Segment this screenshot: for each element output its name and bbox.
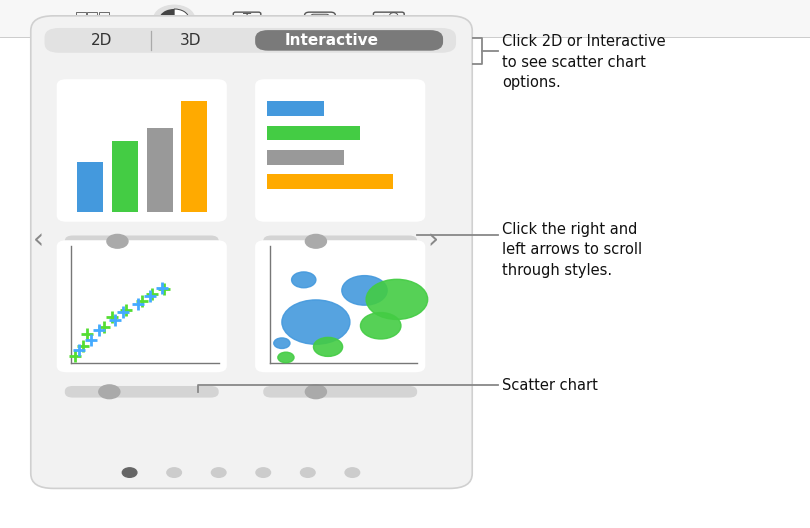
Circle shape: [301, 468, 315, 477]
Circle shape: [274, 338, 290, 348]
Bar: [99, 22, 109, 25]
Text: ›: ›: [428, 226, 439, 254]
Circle shape: [278, 352, 294, 363]
Bar: [0, 0, 810, 37]
Text: Scatter chart: Scatter chart: [502, 378, 598, 392]
Circle shape: [154, 5, 194, 32]
Circle shape: [342, 276, 387, 305]
Bar: [76, 22, 86, 25]
Wedge shape: [160, 9, 189, 28]
Text: Media: Media: [371, 26, 407, 39]
Bar: [181, 101, 207, 212]
FancyBboxPatch shape: [45, 28, 456, 53]
Text: Shape: Shape: [301, 26, 339, 39]
Circle shape: [313, 337, 343, 356]
FancyBboxPatch shape: [31, 16, 472, 488]
Bar: [267, 101, 324, 116]
Text: Text: Text: [235, 26, 259, 39]
Bar: [77, 162, 103, 212]
Bar: [267, 174, 393, 189]
Circle shape: [167, 468, 181, 477]
FancyBboxPatch shape: [57, 240, 227, 372]
Text: Interactive: Interactive: [285, 33, 379, 48]
FancyBboxPatch shape: [255, 79, 425, 222]
Circle shape: [107, 234, 128, 248]
Text: 3D: 3D: [180, 33, 201, 48]
Circle shape: [99, 385, 120, 399]
Circle shape: [122, 468, 137, 477]
Circle shape: [211, 468, 226, 477]
Text: Chart: Chart: [158, 26, 190, 39]
Bar: [112, 141, 138, 212]
Bar: [87, 22, 97, 25]
Bar: [76, 17, 86, 21]
Circle shape: [366, 279, 428, 319]
FancyBboxPatch shape: [255, 240, 425, 372]
Circle shape: [305, 234, 326, 248]
Bar: [87, 12, 97, 16]
FancyBboxPatch shape: [65, 235, 219, 247]
Text: Table: Table: [78, 26, 109, 39]
Bar: [76, 12, 86, 16]
Bar: [99, 12, 109, 16]
Bar: [99, 17, 109, 21]
FancyBboxPatch shape: [263, 386, 417, 398]
Wedge shape: [174, 9, 189, 18]
Bar: [147, 128, 173, 212]
Circle shape: [305, 385, 326, 399]
FancyBboxPatch shape: [263, 235, 417, 247]
Text: T: T: [243, 12, 251, 25]
Bar: [267, 150, 344, 165]
Bar: [87, 17, 97, 21]
FancyBboxPatch shape: [255, 30, 443, 51]
Bar: [267, 126, 360, 140]
Text: Click the right and
left arrows to scroll
through styles.: Click the right and left arrows to scrol…: [502, 222, 642, 278]
Circle shape: [360, 313, 401, 339]
FancyBboxPatch shape: [65, 386, 219, 398]
Circle shape: [256, 468, 271, 477]
Text: ‹: ‹: [33, 226, 45, 254]
Circle shape: [282, 300, 350, 344]
Text: Click 2D or Interactive
to see scatter chart
options.: Click 2D or Interactive to see scatter c…: [502, 34, 666, 90]
Circle shape: [292, 272, 316, 288]
Circle shape: [345, 468, 360, 477]
FancyBboxPatch shape: [57, 79, 227, 222]
Text: 2D: 2D: [91, 33, 112, 48]
